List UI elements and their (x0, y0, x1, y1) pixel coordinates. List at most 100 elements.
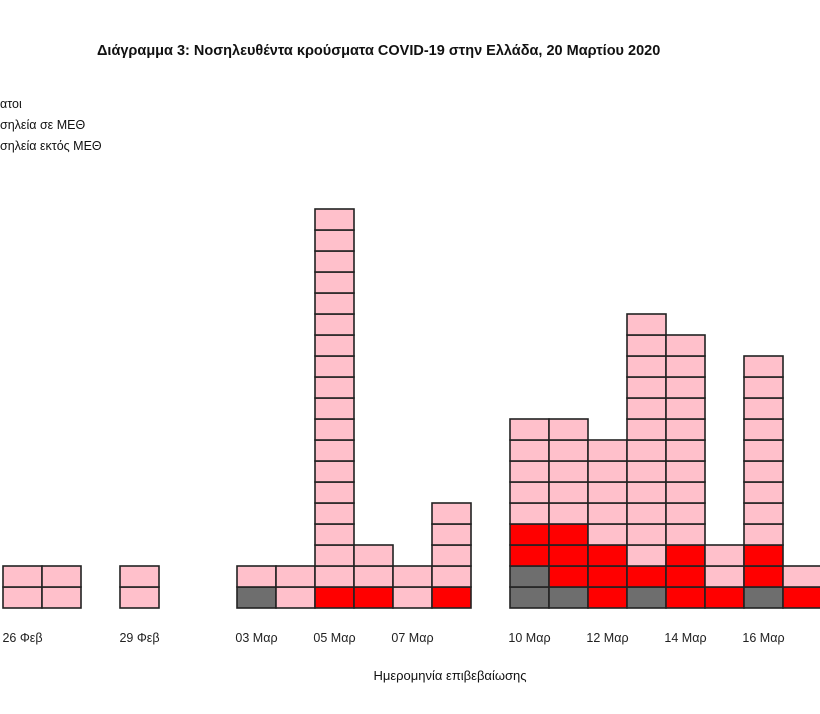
bar-cell-06-μαρ-s2 (353, 565, 394, 588)
bar-cell-08-μαρ-s2 (431, 523, 472, 546)
bar-cell-10-μαρ-s0 (509, 586, 550, 609)
bar-cell-15-μαρ-s2 (704, 544, 745, 567)
bar-cell-13-μαρ-s2 (626, 502, 667, 525)
bar-cell-14-μαρ-s1 (665, 565, 706, 588)
bar-cell-12-μαρ-s1 (587, 565, 628, 588)
bar-cell-16-μαρ-s2 (743, 523, 784, 546)
bar-cell-27-φεβ-s2 (41, 586, 82, 609)
bar-cell-05-μαρ-s2 (314, 565, 355, 588)
bar-cell-16-μαρ-s0 (743, 586, 784, 609)
x-tick-label: 03 Μαρ (235, 631, 277, 645)
bar-cell-14-μαρ-s2 (665, 502, 706, 525)
bar-cell-13-μαρ-s2 (626, 544, 667, 567)
bar-cell-11-μαρ-s2 (548, 439, 589, 462)
bar-cell-08-μαρ-s2 (431, 565, 472, 588)
bar-cell-13-μαρ-s2 (626, 334, 667, 357)
bar-cell-10-μαρ-s1 (509, 523, 550, 546)
x-tick-label: 29 Φεβ (119, 631, 159, 645)
bar-cell-13-μαρ-s2 (626, 313, 667, 336)
bar-cell-10-μαρ-s2 (509, 502, 550, 525)
bar-cell-11-μαρ-s0 (548, 586, 589, 609)
bar-cell-05-μαρ-s2 (314, 439, 355, 462)
bar-cell-05-μαρ-s2 (314, 250, 355, 273)
x-tick-label: 12 Μαρ (586, 631, 628, 645)
bar-cell-11-μαρ-s2 (548, 418, 589, 441)
bar-cell-05-μαρ-s2 (314, 208, 355, 231)
bar-cell-14-μαρ-s2 (665, 397, 706, 420)
x-tick-label: 16 Μαρ (742, 631, 784, 645)
bar-cell-06-μαρ-s1 (353, 586, 394, 609)
bar-cell-12-μαρ-s2 (587, 523, 628, 546)
bar-cell-04-μαρ-s2 (275, 565, 316, 588)
bar-cell-14-μαρ-s2 (665, 418, 706, 441)
bar-cell-05-μαρ-s2 (314, 292, 355, 315)
bar-cell-11-μαρ-s1 (548, 544, 589, 567)
bar-cell-16-μαρ-s2 (743, 502, 784, 525)
bar-cell-08-μαρ-s2 (431, 502, 472, 525)
bar-cell-10-μαρ-s2 (509, 481, 550, 504)
chart-title: Διάγραμμα 3: Νοσηλευθέντα κρούσματα COVI… (97, 43, 661, 59)
bar-cell-12-μαρ-s1 (587, 586, 628, 609)
bar-cell-29-φεβ-s2 (119, 586, 160, 609)
bar-cell-10-μαρ-s2 (509, 418, 550, 441)
bar-cell-14-μαρ-s1 (665, 544, 706, 567)
bar-cell-10-μαρ-s0 (509, 565, 550, 588)
bar-cell-10-μαρ-s2 (509, 460, 550, 483)
bar-cell-27-φεβ-s2 (41, 565, 82, 588)
bar-cell-17-μαρ-s1 (782, 586, 820, 609)
bar-cell-10-μαρ-s2 (509, 439, 550, 462)
bar-cell-05-μαρ-s2 (314, 355, 355, 378)
bar-cell-05-μαρ-s2 (314, 313, 355, 336)
bar-cell-16-μαρ-s2 (743, 481, 784, 504)
bar-cell-14-μαρ-s2 (665, 439, 706, 462)
bar-cell-05-μαρ-s2 (314, 523, 355, 546)
bar-cell-12-μαρ-s2 (587, 502, 628, 525)
bar-cell-13-μαρ-s0 (626, 586, 667, 609)
bar-cell-11-μαρ-s2 (548, 481, 589, 504)
legend-entry-non-icu: σηλεία εκτός ΜΕΘ (0, 139, 102, 153)
bar-cell-07-μαρ-s2 (392, 565, 433, 588)
bar-cell-16-μαρ-s1 (743, 565, 784, 588)
legend-entry-icu: σηλεία σε ΜΕΘ (0, 118, 86, 132)
bar-cell-08-μαρ-s2 (431, 544, 472, 567)
x-tick-label: 14 Μαρ (664, 631, 706, 645)
bar-cell-11-μαρ-s1 (548, 565, 589, 588)
bar-cell-13-μαρ-s1 (626, 565, 667, 588)
legend-entry-deaths: ατοι (0, 97, 22, 111)
bar-cell-05-μαρ-s2 (314, 460, 355, 483)
x-tick-label: 10 Μαρ (508, 631, 550, 645)
bar-cell-14-μαρ-s2 (665, 376, 706, 399)
bar-cell-11-μαρ-s2 (548, 460, 589, 483)
bar-cell-14-μαρ-s1 (665, 586, 706, 609)
bar-cell-13-μαρ-s2 (626, 376, 667, 399)
bar-cell-13-μαρ-s2 (626, 523, 667, 546)
x-axis-label: Ημερομηνία επιβεβαίωσης (373, 668, 527, 683)
bar-cell-05-μαρ-s2 (314, 229, 355, 252)
bar-cell-07-μαρ-s2 (392, 586, 433, 609)
x-tick-label: 07 Μαρ (391, 631, 433, 645)
bar-cell-14-μαρ-s2 (665, 355, 706, 378)
bar-cell-05-μαρ-s2 (314, 502, 355, 525)
bar-cell-16-μαρ-s2 (743, 418, 784, 441)
bar-cell-13-μαρ-s2 (626, 418, 667, 441)
bar-cell-12-μαρ-s2 (587, 439, 628, 462)
bar-cell-11-μαρ-s2 (548, 502, 589, 525)
bar-cell-12-μαρ-s1 (587, 544, 628, 567)
bar-cell-05-μαρ-s2 (314, 397, 355, 420)
bar-cell-06-μαρ-s2 (353, 544, 394, 567)
bar-cell-16-μαρ-s2 (743, 439, 784, 462)
bar-cell-05-μαρ-s2 (314, 334, 355, 357)
bar-cell-16-μαρ-s2 (743, 397, 784, 420)
bar-cell-14-μαρ-s2 (665, 334, 706, 357)
bar-cell-05-μαρ-s1 (314, 586, 355, 609)
bar-cell-12-μαρ-s2 (587, 481, 628, 504)
bar-cell-14-μαρ-s2 (665, 523, 706, 546)
bar-cell-12-μαρ-s2 (587, 460, 628, 483)
bar-cell-13-μαρ-s2 (626, 439, 667, 462)
bar-cell-05-μαρ-s2 (314, 418, 355, 441)
bar-cell-03-μαρ-s2 (236, 565, 277, 588)
bar-cell-15-μαρ-s2 (704, 565, 745, 588)
bar-cell-14-μαρ-s2 (665, 481, 706, 504)
bar-cell-16-μαρ-s2 (743, 376, 784, 399)
